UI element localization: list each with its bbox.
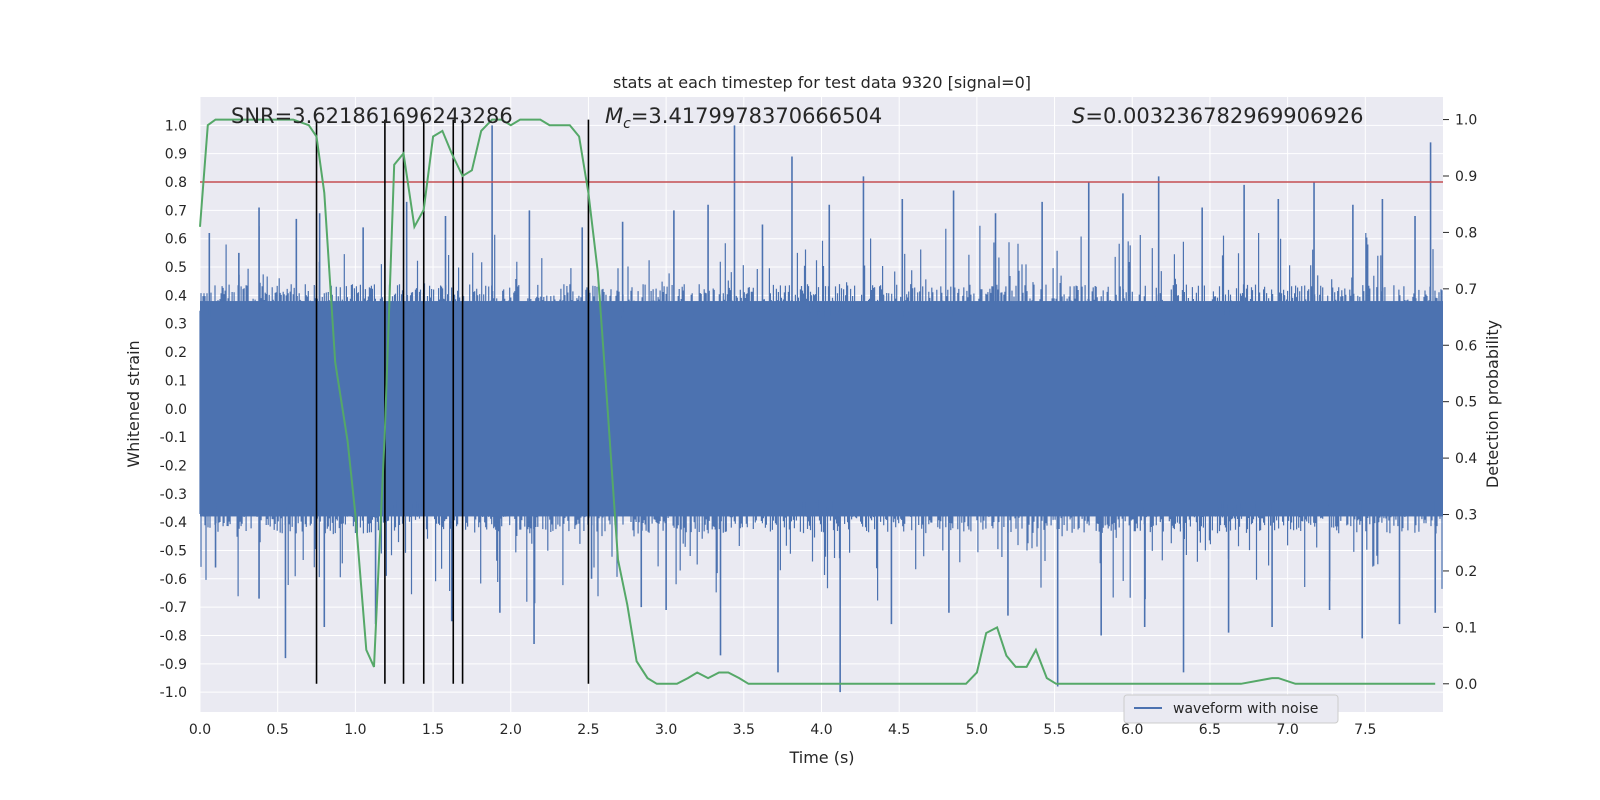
x-tick-label: 0.0 bbox=[189, 722, 211, 738]
x-tick-label: 3.5 bbox=[733, 722, 755, 738]
y-right-tick-label: 0.5 bbox=[1455, 395, 1477, 411]
y-left-tick-label: -0.5 bbox=[160, 543, 187, 559]
x-tick-label: 7.0 bbox=[1276, 722, 1298, 738]
mc-symbol: M bbox=[605, 104, 623, 128]
y-right-tick-label: 0.0 bbox=[1455, 677, 1477, 693]
y-left-tick-label: -0.3 bbox=[160, 487, 187, 503]
x-tick-label: 1.0 bbox=[344, 722, 366, 738]
x-tick-labels: 0.0 0.5 1.0 1.5 2.0 2.5 3.0 3.5 4.0 4.5 5.0 5.5 6.0 6… bbox=[189, 722, 1377, 738]
x-axis-label: Time (s) bbox=[788, 748, 854, 767]
y-left-tick-label: 0.3 bbox=[165, 317, 187, 333]
y-left-tick-label: -0.2 bbox=[160, 458, 187, 474]
y-right-tick-label: 0.8 bbox=[1455, 225, 1477, 241]
s-symbol: S bbox=[1072, 104, 1085, 128]
x-tick-label: 6.5 bbox=[1199, 722, 1221, 738]
y-left-tick-label: 0.7 bbox=[165, 203, 187, 219]
waveform-series bbox=[199, 125, 1443, 693]
y-left-tick-label: 0.2 bbox=[165, 345, 187, 361]
y-left-tick-label: 0.8 bbox=[165, 175, 187, 191]
x-tick-label: 2.5 bbox=[577, 722, 599, 738]
y-left-tick-label: 0.1 bbox=[165, 373, 187, 389]
mc-value: =3.4179978370666504 bbox=[631, 104, 882, 128]
x-tick-label: 0.5 bbox=[267, 722, 289, 738]
y-left-tick-label: -1.0 bbox=[160, 685, 187, 701]
y-left-tick-label: 0.0 bbox=[165, 402, 187, 418]
x-tick-label: 4.0 bbox=[810, 722, 832, 738]
y-left-tick-label: 0.5 bbox=[165, 260, 187, 276]
x-tick-label: 3.0 bbox=[655, 722, 677, 738]
waveform-noise bbox=[199, 225, 1443, 604]
y-left-tick-label: -0.8 bbox=[160, 628, 187, 644]
y-left-tick-label: -0.7 bbox=[160, 600, 187, 616]
s-annotation: S=0.003236782969906926 bbox=[1072, 104, 1363, 128]
snr-annotation: SNR=3.621861696243286 bbox=[231, 104, 513, 128]
legend-label: waveform with noise bbox=[1173, 701, 1318, 717]
chirp-mass-annotation: Mc=3.4179978370666504 bbox=[605, 104, 882, 132]
x-tick-label: 5.0 bbox=[966, 722, 988, 738]
y-right-tick-label: 0.1 bbox=[1455, 620, 1477, 636]
x-tick-label: 7.5 bbox=[1354, 722, 1376, 738]
y-right-tick-label: 0.9 bbox=[1455, 169, 1477, 185]
x-tick-label: 6.0 bbox=[1121, 722, 1143, 738]
y-left-tick-label: -0.1 bbox=[160, 430, 187, 446]
y-right-tick-label: 0.6 bbox=[1455, 338, 1477, 354]
y-left-tick-label: 1.0 bbox=[165, 118, 187, 134]
x-tick-label: 2.0 bbox=[500, 722, 522, 738]
y-left-tick-label: 0.6 bbox=[165, 232, 187, 248]
legend-box bbox=[1123, 694, 1339, 724]
x-tick-label: 1.5 bbox=[422, 722, 444, 738]
y-left-tick-label: 0.9 bbox=[165, 147, 187, 163]
s-value: =0.003236782969906926 bbox=[1085, 104, 1363, 128]
detection-probability-line bbox=[199, 118, 1436, 685]
y-right-tick-label: 0.4 bbox=[1455, 451, 1477, 467]
y-right-tick-label: 0.7 bbox=[1455, 282, 1477, 298]
y-right-tick-label: 1.0 bbox=[1455, 113, 1477, 129]
y-left-tick-labels: 1.0 0.9 0.8 0.7 0.6 0.5 0.4 0.3 0.2 0.1 0.0 -0.1 -0.… bbox=[160, 118, 187, 701]
mc-subscript: c bbox=[623, 116, 631, 132]
y-axis-label-right: Detection probability bbox=[1483, 320, 1502, 488]
y-left-tick-label: -0.6 bbox=[160, 572, 187, 588]
y-right-tick-label: 0.3 bbox=[1455, 508, 1477, 524]
y-left-tick-label: 0.4 bbox=[165, 288, 187, 304]
x-tick-label: 5.5 bbox=[1043, 722, 1065, 738]
x-tick-label: 4.5 bbox=[888, 722, 910, 738]
y-right-tick-labels: 1.0 0.9 0.8 0.7 0.6 0.5 0.4 0.3 0.2 0.1 0.0 bbox=[1443, 113, 1477, 693]
y-left-tick-label: -0.9 bbox=[160, 657, 187, 673]
y-left-tick-label: -0.4 bbox=[160, 515, 187, 531]
legend: waveform with noise bbox=[1123, 694, 1339, 724]
y-right-tick-label: 0.2 bbox=[1455, 564, 1477, 580]
y-axis-label-left: Whitened strain bbox=[124, 340, 143, 467]
chart-title: stats at each timestep for test data 932… bbox=[613, 73, 1031, 92]
